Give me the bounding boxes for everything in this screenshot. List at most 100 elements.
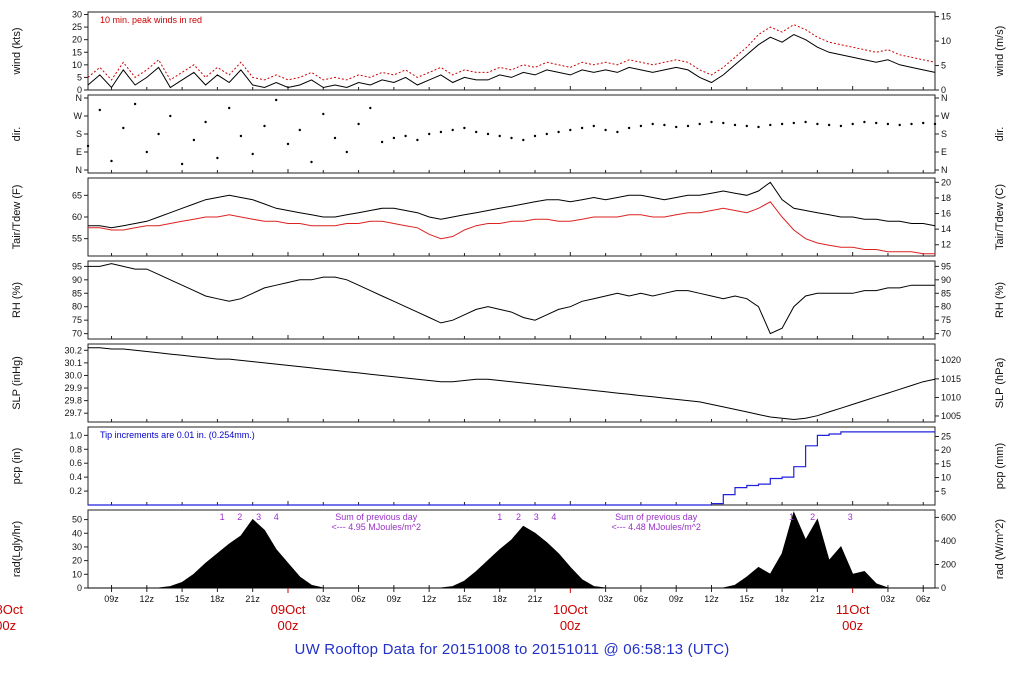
y-tick-label-right: 10 [941, 36, 951, 46]
y-tick-label-left: 0.2 [69, 486, 82, 496]
y-tick-label-left: 5 [77, 72, 82, 82]
panel-wind: 0 5 10 15 20 25 30 0 5 10 15 wind (kts) wind (m/s) 10… [11, 10, 1006, 95]
y-tick-label-right: N [941, 93, 948, 103]
y-tick-label-left: 0 [77, 85, 82, 95]
y-tick-label-right: W [941, 111, 950, 121]
x-tick-label: 18z [492, 594, 507, 604]
y-tick-label-left: 55 [72, 234, 82, 244]
series-relative_humidity_pct [88, 263, 935, 335]
rad-event-mark: 3 [848, 512, 853, 522]
y-tick-label-left: 10 [72, 569, 82, 579]
y-axis-title-right-slp: SLP (hPa) [994, 358, 1006, 409]
y-tick-label-right: 90 [941, 275, 951, 285]
y-tick-label-left: 10 [72, 60, 82, 70]
x-date-label: 09Oct [271, 602, 306, 617]
y-tick-label-left: 1.0 [69, 430, 82, 440]
y-tick-label-left: 50 [72, 515, 82, 525]
y-tick-label-left: E [76, 147, 82, 157]
y-axis-title-right-rh: RH (%) [994, 282, 1006, 318]
x-tick-label: 12z [140, 594, 155, 604]
series-peak_wind_kts [87, 24, 936, 81]
rad-event-mark: 1 [789, 512, 794, 522]
panel-pcp: 0.2 0.4 0.6 0.8 1.0 5 10 15 20 25 pcp (in) pcp (mm)… [11, 426, 1006, 506]
rad-sum-annotation: <--- 4.95 MJoules/m^2 [331, 522, 421, 532]
y-tick-label-right: 0 [941, 85, 946, 95]
y-tick-label-left: 30 [72, 542, 82, 552]
x-date-time-label: 00z [278, 618, 299, 633]
y-tick-label-left: N [76, 165, 83, 175]
x-tick-label: 06z [916, 594, 931, 604]
series-sea_level_pressure_inhg [88, 347, 936, 421]
x-tick-label: 18z [775, 594, 790, 604]
rad-event-mark: 1 [497, 512, 502, 522]
y-axis-title-left-temp: Tair/Tdew (F) [11, 185, 23, 250]
y-axis-title-left-rad: rad(Lgly/hr) [11, 521, 23, 577]
y-tick-label-right: 12 [941, 240, 951, 250]
rad-event-mark: 2 [516, 512, 521, 522]
y-tick-label-left: 29.7 [64, 408, 82, 418]
y-tick-label-left: S [76, 129, 82, 139]
series-solar_radiation_lgly_hr [88, 511, 935, 589]
x-tick-label: 12z [704, 594, 719, 604]
y-axis-title-right-wind: wind (m/s) [994, 26, 1006, 78]
y-tick-label-left: 0 [77, 583, 82, 593]
x-tick-label: 21z [810, 594, 825, 604]
y-tick-label-right: N [941, 165, 948, 175]
series-wind_direction_deg [86, 98, 937, 166]
series-tair_f [88, 181, 936, 229]
y-axis-title-left-dir: dir. [11, 127, 23, 142]
y-tick-label-right: 1015 [941, 374, 961, 384]
x-tick-label: 03z [598, 594, 613, 604]
y-tick-label-right: 18 [941, 193, 951, 203]
y-tick-label-right: S [941, 129, 947, 139]
y-tick-label-right: 5 [941, 61, 946, 71]
y-tick-label-left: N [76, 93, 83, 103]
rad-event-mark: 1 [220, 512, 225, 522]
panel-frame [87, 343, 936, 423]
y-tick-label-left: 20 [72, 556, 82, 566]
y-tick-label-right: 0 [941, 583, 946, 593]
y-tick-label-left: 0.4 [69, 472, 82, 482]
y-tick-label-right: 80 [941, 302, 951, 312]
x-tick-label: 18z [210, 594, 225, 604]
y-axis-title-right-dir: dir. [994, 127, 1006, 142]
y-axis-title-left-rh: RH (%) [11, 282, 23, 318]
rad-sum-annotation: Sum of previous day [615, 512, 698, 522]
x-date-label: 10Oct [553, 602, 588, 617]
panel-rad: 0 10 20 30 40 50 0 200 400 600 rad(Lgly/hr) rad (W/… [11, 509, 1006, 593]
y-tick-label-right: 1020 [941, 355, 961, 365]
x-tick-label: 09z [104, 594, 119, 604]
y-tick-label-left: 0.6 [69, 458, 82, 468]
y-axis-title-right-pcp: pcp (mm) [994, 443, 1006, 489]
panel-frame [87, 11, 936, 91]
y-tick-label-left: 90 [72, 275, 82, 285]
y-tick-label-left: W [74, 111, 83, 121]
x-date-label: 11Oct [836, 602, 870, 617]
x-tick-label: 03z [316, 594, 331, 604]
rad-event-mark: 2 [810, 512, 815, 522]
y-tick-label-right: 1005 [941, 411, 961, 421]
rad-event-mark: 4 [551, 512, 556, 522]
series-tdew_f [88, 201, 935, 255]
x-axis: 09z 12z 15z 18z 21z 03z 06z 09z 12z 15z 18z 21z 03z 0… [0, 588, 931, 633]
y-tick-label-right: 20 [941, 177, 951, 187]
rad-sum-annotation: Sum of previous day [335, 512, 418, 522]
y-tick-label-right: 95 [941, 261, 951, 271]
x-tick-label: 06z [634, 594, 649, 604]
y-tick-label-right: 1010 [941, 392, 961, 402]
y-tick-label-left: 40 [72, 528, 82, 538]
y-axis-title-left-pcp: pcp (in) [11, 448, 23, 485]
y-tick-label-left: 30.2 [64, 345, 82, 355]
y-tick-label-left: 70 [72, 329, 82, 339]
rad-event-mark: 4 [274, 512, 279, 522]
x-date-time-label: 00z [842, 618, 863, 633]
y-tick-label-left: 29.8 [64, 396, 82, 406]
y-tick-label-left: 75 [72, 315, 82, 325]
chart-title: UW Rooftop Data for 20151008 to 20151011… [294, 641, 730, 658]
y-axis-title-right-rad: rad (W/m^2) [994, 519, 1006, 579]
panel-frame [87, 94, 936, 174]
y-tick-label-right: 15 [941, 459, 951, 469]
